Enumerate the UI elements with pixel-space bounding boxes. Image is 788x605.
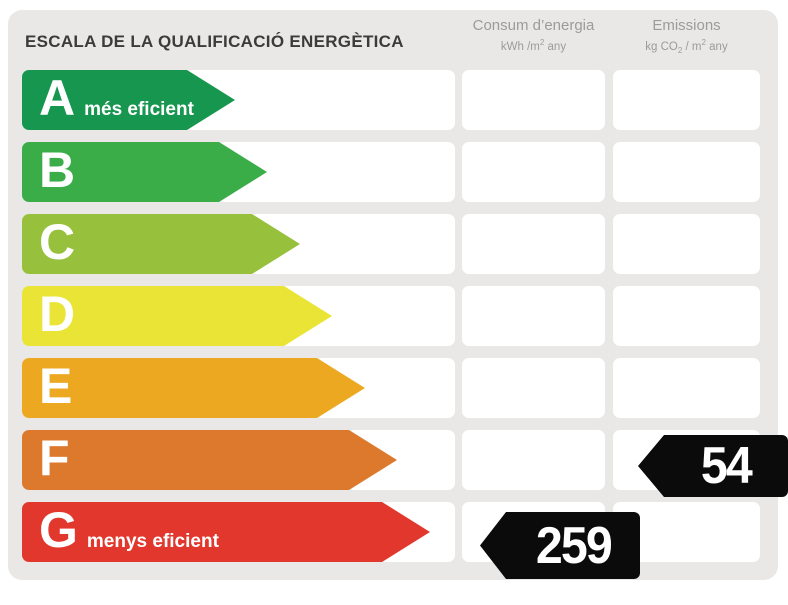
rating-letter: E	[39, 358, 73, 414]
rating-arrow-f: F	[22, 430, 397, 490]
rating-panel: ESCALA DE LA QUALIFICACIÓ ENERGÈTICA Con…	[8, 10, 788, 580]
consumption-cell	[462, 430, 605, 490]
rating-letter: A	[39, 70, 76, 126]
rating-letter: C	[39, 214, 76, 270]
emissions-value: 54	[700, 437, 753, 495]
scale-row-c: C	[8, 214, 778, 274]
efficiency-note: menys eficient	[86, 531, 219, 552]
rating-arrow-e: E	[22, 358, 365, 418]
emissions-cell	[613, 286, 760, 346]
emissions-cell	[613, 70, 760, 130]
emissions-column-title: Emissions	[652, 17, 721, 34]
column-header-emissions: Emissions kg CO2 / m2 any	[613, 17, 760, 55]
scale-row-e: E	[8, 358, 778, 418]
unit-text: / m	[682, 40, 702, 53]
emissions-value-tag: 54	[638, 435, 788, 497]
emissions-cell	[613, 358, 760, 418]
efficiency-note: més eficient	[84, 99, 194, 120]
consumption-cell	[462, 286, 605, 346]
rating-letter: G	[39, 502, 78, 558]
consumption-cell	[462, 70, 605, 130]
unit-superscript: 2	[701, 38, 706, 47]
unit-text: any	[705, 40, 728, 53]
rating-letter: F	[39, 430, 70, 486]
unit-text: kWh /m	[500, 40, 540, 53]
consumption-cell	[462, 142, 605, 202]
rating-arrow-d: D	[22, 286, 332, 346]
rating-letter: D	[39, 286, 76, 342]
page-title: ESCALA DE LA QUALIFICACIÓ ENERGÈTICA	[25, 32, 404, 51]
emissions-column-unit: kg CO2 / m2 any	[613, 38, 760, 55]
unit-text: any	[544, 40, 567, 53]
unit-subscript: 2	[677, 46, 683, 56]
emissions-cell	[613, 214, 760, 274]
consumption-column-unit: kWh /m2 any	[462, 38, 605, 53]
scale-row-d: D	[8, 286, 778, 346]
rating-letter: B	[39, 142, 76, 198]
consumption-column-title: Consum d’energia	[472, 17, 595, 34]
consumption-cell	[462, 358, 605, 418]
scale-row-b: B	[8, 142, 778, 202]
rating-arrow-b: B	[22, 142, 267, 202]
consumption-cell	[462, 214, 605, 274]
unit-text: kg CO	[645, 40, 678, 53]
rating-arrow-c: C	[22, 214, 300, 274]
consumption-value-tag: 259	[480, 512, 640, 579]
column-header-consumption: Consum d’energia kWh /m2 any	[462, 17, 605, 53]
unit-superscript: 2	[539, 38, 545, 47]
consumption-value: 259	[535, 516, 612, 575]
emissions-cell	[613, 142, 760, 202]
scale-row-f: F	[8, 430, 778, 490]
